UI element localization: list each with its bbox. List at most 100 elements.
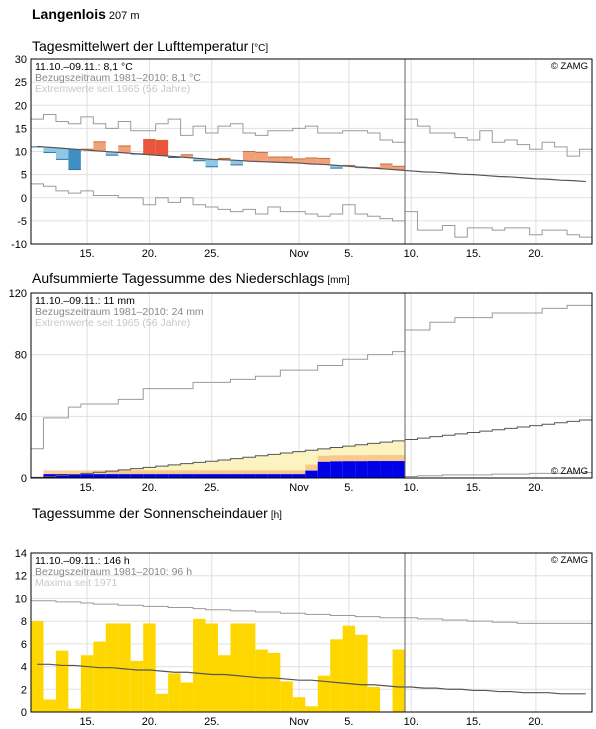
temp-anomaly-bar: [93, 141, 106, 152]
prec-cumulative-bar: [255, 474, 268, 478]
temp-anomaly-bar: [105, 151, 119, 156]
prec-cumulative-bar: [230, 474, 243, 478]
prec-cumulative-bar: [205, 474, 218, 478]
temp-max-extreme-line: [31, 114, 592, 157]
temp-xtick-label: 15.: [466, 248, 481, 260]
prec-deficit-edge: [218, 470, 231, 475]
sun-daily-bar: [68, 708, 81, 712]
prec-deficit-edge: [180, 470, 194, 475]
sun-daily-bar: [205, 623, 218, 712]
temp-anomaly-bar: [280, 157, 293, 163]
sun-ytick-label: 10: [15, 593, 27, 605]
prec-xtick-label: 25.: [204, 482, 219, 494]
sun-xtick-label: Nov: [289, 716, 309, 728]
sun-info-extremes: Maxima seit 1971: [35, 577, 117, 589]
sun-ytick-label: 4: [21, 662, 27, 674]
temp-anomaly-bar: [193, 158, 206, 161]
prec-cumulative-bar: [68, 474, 81, 478]
sun-daily-bar: [330, 639, 343, 712]
temperature-title-text: Tagesmittelwert der Lufttemperatur: [32, 38, 249, 54]
temp-anomaly-bar: [155, 140, 169, 156]
sun-ytick-label: 2: [21, 684, 27, 696]
prec-ytick-label: 0: [21, 473, 27, 485]
temp-min-extreme-line: [31, 183, 592, 238]
sun-info-reference: Bezugszeitraum 1981–2010: 96 h: [35, 566, 192, 578]
sun-ytick-label: 6: [21, 639, 27, 651]
sun-daily-bar: [355, 634, 368, 712]
sun-daily-bar: [230, 623, 243, 712]
temp-ytick-label: -5: [17, 216, 27, 228]
precipitation-title-text: Aufsummierte Tagessumme des Niederschlag…: [32, 270, 325, 286]
temp-copyright: © ZAMG: [551, 61, 588, 72]
sunshine-title-text: Tagessumme der Sonnenscheindauer: [32, 505, 268, 521]
sunshine-unit: [h]: [270, 510, 282, 521]
sun-ytick-label: 0: [21, 707, 27, 719]
sun-daily-bar: [130, 660, 144, 712]
temp-anomaly-bar: [242, 151, 256, 162]
prec-xtick-label: Nov: [289, 482, 309, 494]
prec-deficit-edge: [392, 455, 405, 462]
sunshine-chart-title: Tagessumme der Sonnenscheindauer [h]: [32, 505, 282, 521]
temp-xtick-label: 20.: [528, 248, 543, 260]
sun-ytick-label: 8: [21, 616, 27, 628]
temp-anomaly-bar: [267, 157, 281, 163]
prec-deficit-edge: [342, 455, 356, 462]
prec-deficit-edge: [68, 470, 81, 475]
sun-daily-bar: [93, 641, 106, 712]
prec-deficit-edge: [317, 455, 331, 462]
prec-normal-line: [31, 419, 592, 478]
prec-deficit-edge: [355, 455, 368, 462]
prec-deficit-edge: [130, 470, 144, 475]
prec-deficit-edge: [193, 470, 206, 475]
temperature-unit: [°C]: [251, 43, 269, 54]
temp-xtick-label: 10.: [404, 248, 419, 260]
precipitation-unit: [mm]: [327, 275, 350, 286]
sun-normal-line: [37, 663, 586, 695]
prec-cumulative-bar: [130, 474, 144, 478]
prec-cumulative-bar: [242, 474, 256, 478]
temp-xtick-label: 20.: [142, 248, 157, 260]
prec-xtick-label: 15.: [466, 482, 481, 494]
prec-copyright: © ZAMG: [551, 466, 588, 477]
temp-anomaly-bar: [255, 152, 268, 162]
prec-xtick-label: 15.: [79, 482, 94, 494]
prec-xtick-label: 20.: [142, 482, 157, 494]
temp-anomaly-bar: [143, 139, 156, 155]
temp-anomaly-bar: [205, 159, 218, 167]
temp-ytick-label: 20: [15, 100, 27, 112]
prec-cumulative-bar: [330, 461, 343, 478]
temp-plot-frame: [30, 58, 593, 245]
prec-deficit-edge: [305, 464, 318, 471]
prec-cumulative-bar: [180, 474, 194, 478]
prec-cumulative-bar: [143, 474, 156, 478]
temp-info-period: 11.10.–09.11.: 8,1 °C: [35, 61, 133, 73]
sun-xtick-label: 5.: [344, 716, 353, 728]
sun-daily-bar: [280, 681, 293, 712]
sun-daily-bar: [255, 649, 268, 712]
prec-cumulative-bar: [168, 474, 181, 478]
sun-daily-bar: [267, 652, 281, 712]
prec-plot-frame: [30, 292, 593, 479]
precipitation-chart-title: Aufsummierte Tagessumme des Niederschlag…: [32, 270, 350, 286]
sun-daily-bar: [218, 655, 231, 712]
sun-ytick-label: 14: [15, 548, 27, 560]
temp-anomaly-bar: [43, 147, 56, 153]
prec-xtick-label: 10.: [404, 482, 419, 494]
prec-deficit-edge: [143, 470, 156, 475]
sun-daily-bar: [367, 687, 381, 712]
prec-deficit-edge: [292, 470, 306, 475]
prec-max-extreme-line: [31, 304, 592, 450]
prec-cumulative-bar: [193, 474, 206, 478]
prec-deficit-edge: [55, 470, 69, 475]
sun-xtick-label: 20.: [528, 716, 543, 728]
prec-cumulative-bar: [267, 474, 281, 478]
sun-plot-frame: [30, 552, 593, 713]
sun-daily-bar: [168, 673, 181, 712]
sun-daily-bar: [180, 682, 194, 712]
temp-anomaly-bar: [380, 163, 393, 170]
prec-cumulative-bar: [292, 474, 306, 478]
prec-info-period: 11.10.–09.11.: 11 mm: [35, 295, 135, 307]
prec-info-reference: Bezugszeitraum 1981–2010: 24 mm: [35, 306, 204, 318]
prec-cumulative-bar: [392, 461, 405, 478]
